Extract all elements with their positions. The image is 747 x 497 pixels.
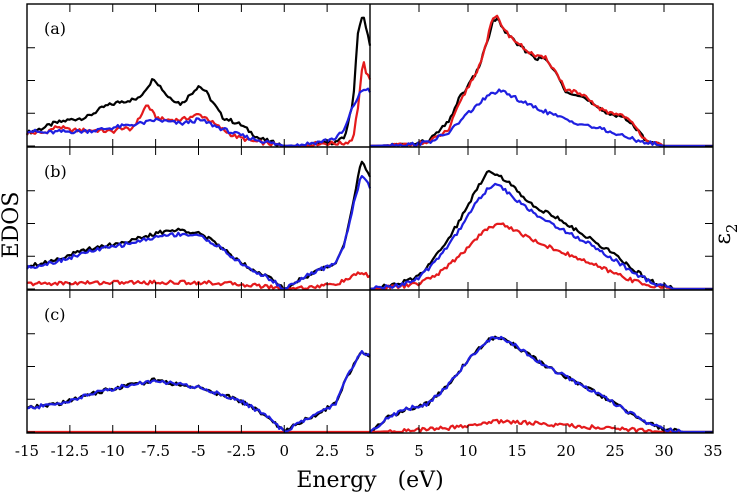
x-tick-label-epsilon2: 5 bbox=[414, 442, 424, 460]
series-line-a-epsilon2-black bbox=[369, 17, 713, 148]
x-tick-label-edos: 2.5 bbox=[315, 442, 339, 460]
x-tick-label-epsilon2: 35 bbox=[703, 442, 722, 460]
series-line-b-epsilon2-black bbox=[369, 169, 713, 291]
series-line-c-edos-blue bbox=[26, 350, 371, 433]
epsilon-subscript: 2 bbox=[723, 224, 741, 234]
series-line-a-edos-blue bbox=[26, 87, 371, 148]
series-line-a-edos-red bbox=[26, 61, 372, 148]
x-tick-label-edos: -15 bbox=[15, 442, 39, 460]
panel-label-b: (b) bbox=[44, 162, 67, 181]
x-tick-label-edos: 0 bbox=[279, 442, 289, 460]
x-tick-label-epsilon2: 20 bbox=[556, 442, 575, 460]
x-axis-title: Energy (eV) bbox=[296, 468, 443, 493]
x-tick-label-epsilon2: 25 bbox=[605, 442, 624, 460]
series-line-a-edos-black bbox=[26, 16, 372, 148]
series-line-c-edos-black bbox=[26, 350, 371, 433]
panel-label-a: (a) bbox=[44, 19, 66, 38]
series-line-b-epsilon2-red bbox=[369, 222, 713, 291]
series-line-a-epsilon2-red bbox=[369, 14, 713, 148]
series-line-c-epsilon2-blue bbox=[369, 335, 713, 434]
y-axis-title-edos: EDOS bbox=[0, 192, 24, 259]
series-line-c-epsilon2-red bbox=[369, 418, 713, 434]
series-line-b-edos-blue bbox=[26, 175, 372, 291]
x-tick-label-epsilon2: 10 bbox=[458, 442, 477, 460]
series-line-b-epsilon2-blue bbox=[369, 182, 713, 291]
x-tick-label-epsilon2: 15 bbox=[507, 442, 526, 460]
x-tick-label-edos: -2.5 bbox=[227, 442, 256, 460]
x-tick-label-edos: -7.5 bbox=[141, 442, 170, 460]
x-tick-label-edos: 5 bbox=[365, 442, 375, 460]
series-line-a-epsilon2-blue bbox=[369, 88, 713, 148]
x-tick-label-edos: -5 bbox=[191, 442, 206, 460]
x-tick-label-epsilon2: 30 bbox=[654, 442, 673, 460]
plot-layer: (a) (b) (c) -15 -12.5 -10 -7.5 -5 -2.5 0 2.5 5 5 10 15… bbox=[15, 3, 723, 460]
x-tick-label-edos: -12.5 bbox=[51, 442, 89, 460]
y-axis-title-epsilon2: ε2 bbox=[711, 224, 741, 245]
epsilon-symbol: ε bbox=[711, 233, 736, 244]
panel-label-c: (c) bbox=[44, 305, 65, 324]
x-tick-label-edos: -10 bbox=[101, 442, 125, 460]
series-line-c-epsilon2-black bbox=[369, 335, 713, 434]
